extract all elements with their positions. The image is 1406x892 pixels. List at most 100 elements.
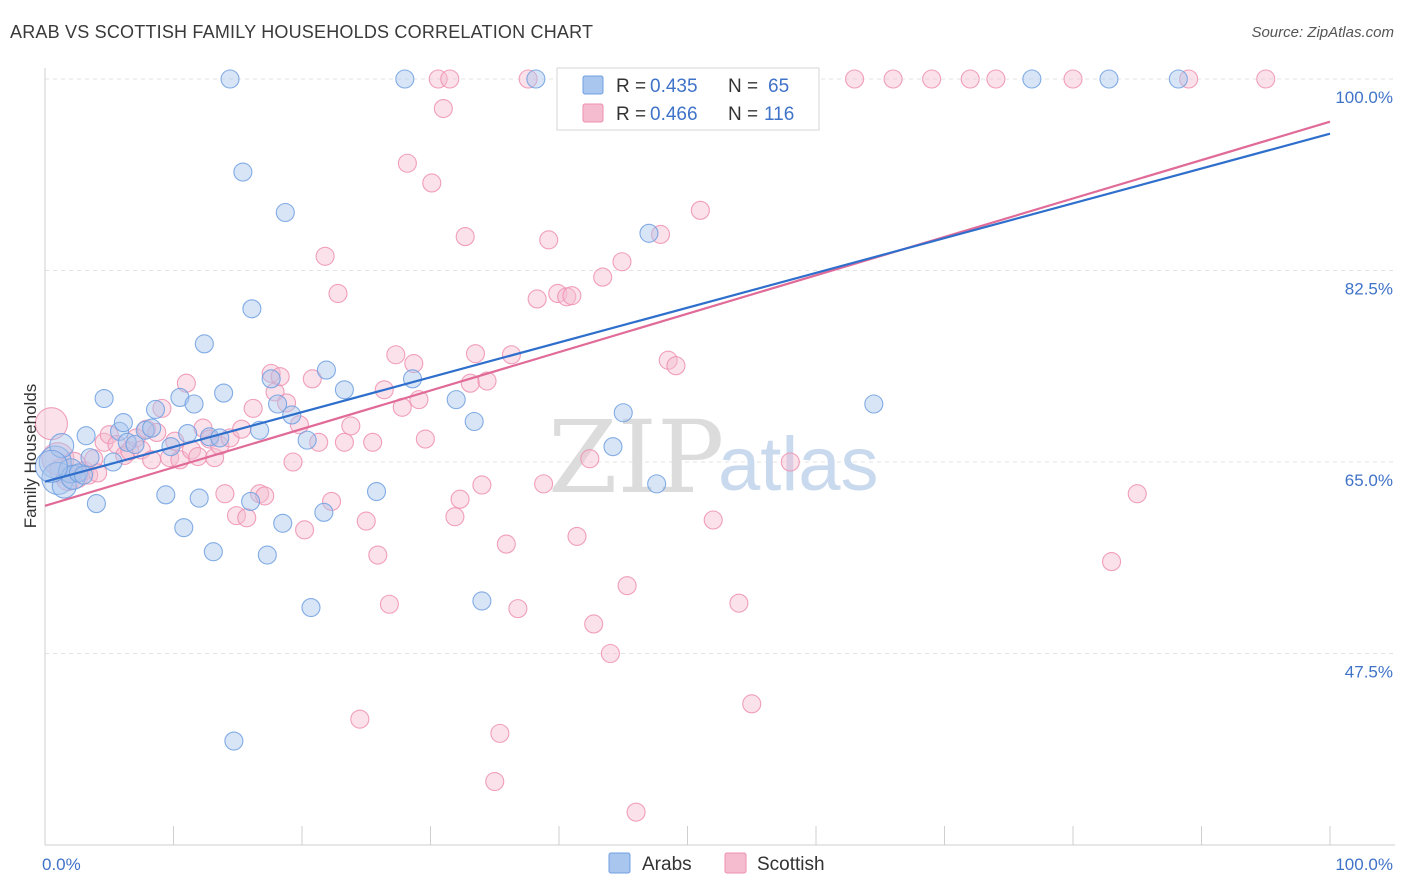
arab-point-15 [117, 432, 137, 452]
legend-label-scottish: Scottish [757, 854, 825, 875]
scottish-point-31 [215, 484, 235, 504]
scottish-point-82 [527, 289, 547, 309]
arab-point-12 [103, 452, 123, 472]
arab-point-18 [142, 418, 162, 438]
scottish-point-109 [883, 69, 903, 89]
arab-point-41 [273, 513, 293, 533]
arab-point-16 [125, 434, 145, 455]
scottish-point-110 [922, 69, 942, 89]
scottish-point-83 [534, 474, 554, 494]
x-tick-label-1: 100.0% [1335, 855, 1393, 874]
scottish-point-56 [368, 545, 388, 565]
arab-point-55 [526, 69, 546, 89]
arab-point-47 [316, 360, 336, 380]
arab-point-56 [603, 437, 623, 457]
arab-point-11 [94, 388, 114, 409]
arab-point-2 [51, 473, 77, 499]
legend-r-label-arab: R = [616, 76, 646, 97]
arab-point-46 [314, 502, 334, 522]
legend-n-label-arab: N = [728, 76, 758, 97]
legend-n-value-scottish: 116 [764, 104, 794, 125]
arab-point-24 [178, 423, 198, 444]
y-tick-label-2: 82.5% [1345, 280, 1393, 299]
scottish-point-73 [465, 344, 486, 364]
trend-line-arab [44, 132, 1331, 483]
scottish-point-96 [626, 802, 646, 822]
arab-point-49 [366, 481, 387, 502]
arab-point-10 [86, 494, 106, 514]
scottish-point-55 [363, 432, 383, 452]
arab-point-42 [275, 202, 295, 223]
source-credit: Source: ZipAtlas.com [1251, 24, 1394, 41]
series-scottish-points [34, 69, 1276, 822]
legend-box: R = 0.435 N = 65 R = 0.466 N = 116 [556, 67, 820, 131]
scottish-point-107 [780, 452, 800, 472]
scottish-point-71 [455, 227, 475, 247]
scottish-point-70 [450, 489, 470, 509]
scottish-point-48 [315, 246, 335, 266]
scottish-point-90 [580, 449, 600, 469]
scottish-point-54 [356, 511, 376, 531]
trend-line-scottish [44, 120, 1331, 507]
scottish-point-69 [445, 507, 465, 527]
scottish-point-91 [584, 614, 604, 634]
scottish-point-111 [960, 69, 980, 89]
arab-point-29 [203, 542, 223, 562]
scottish-point-59 [386, 345, 406, 365]
scottish-point-93 [600, 643, 620, 664]
scottish-point-100 [666, 356, 686, 376]
arab-point-27 [194, 334, 214, 354]
arab-point-36 [242, 299, 262, 319]
arab-point-8 [76, 426, 96, 446]
scottish-point-76 [485, 771, 505, 792]
scottish-point-102 [690, 200, 710, 220]
arab-point-53 [464, 411, 484, 432]
arab-point-9 [80, 448, 100, 468]
arab-point-48 [334, 380, 354, 400]
watermark-atlas: atlas [718, 422, 879, 507]
arab-point-38 [257, 545, 277, 565]
arab-point-61 [1022, 69, 1042, 89]
scottish-point-51 [334, 432, 354, 452]
arab-point-23 [174, 518, 194, 538]
scottish-point-116 [1179, 69, 1199, 89]
scottish-point-117 [1256, 69, 1276, 89]
arab-point-26 [189, 488, 209, 508]
scottish-point-38 [255, 486, 275, 506]
scottish-point-68 [440, 69, 460, 89]
arab-point-31 [214, 383, 234, 403]
arab-point-58 [639, 223, 659, 243]
arab-point-59 [647, 474, 667, 494]
scottish-point-72 [460, 373, 480, 393]
arab-point-3 [49, 433, 75, 459]
scottish-point-106 [742, 694, 762, 714]
scottish-point-103 [703, 510, 723, 530]
scottish-point-43 [283, 452, 303, 472]
arab-point-44 [297, 430, 317, 450]
scottish-point-114 [1102, 552, 1122, 572]
arab-point-51 [402, 369, 423, 389]
scottish-point-115 [1127, 484, 1147, 504]
scottish-point-80 [508, 599, 528, 619]
scottish-point-61 [397, 153, 417, 173]
watermark: ZIP atlas [548, 399, 879, 516]
scottish-point-88 [567, 526, 587, 546]
legend-r-label-scottish: R = [616, 104, 646, 125]
scottish-point-52 [341, 416, 361, 436]
legend-r-value-arab: 0.435 [650, 76, 698, 97]
legend-label-arabs: Arabs [642, 854, 692, 875]
scottish-point-65 [422, 173, 442, 193]
scottish-point-84 [539, 230, 559, 250]
y-axis-label: Family Households [21, 384, 40, 529]
legend-r-value-scottish: 0.466 [650, 104, 698, 125]
legend-n-label-scottish: N = [728, 104, 758, 125]
watermark-zip: ZIP [548, 399, 724, 516]
scottish-point-11 [99, 425, 119, 445]
arab-point-25 [184, 394, 204, 414]
scottish-point-81 [518, 69, 538, 89]
scottish-point-66 [428, 69, 448, 89]
scottish-point-64 [415, 429, 435, 449]
arab-point-20 [156, 485, 176, 505]
arab-point-22 [170, 387, 190, 407]
